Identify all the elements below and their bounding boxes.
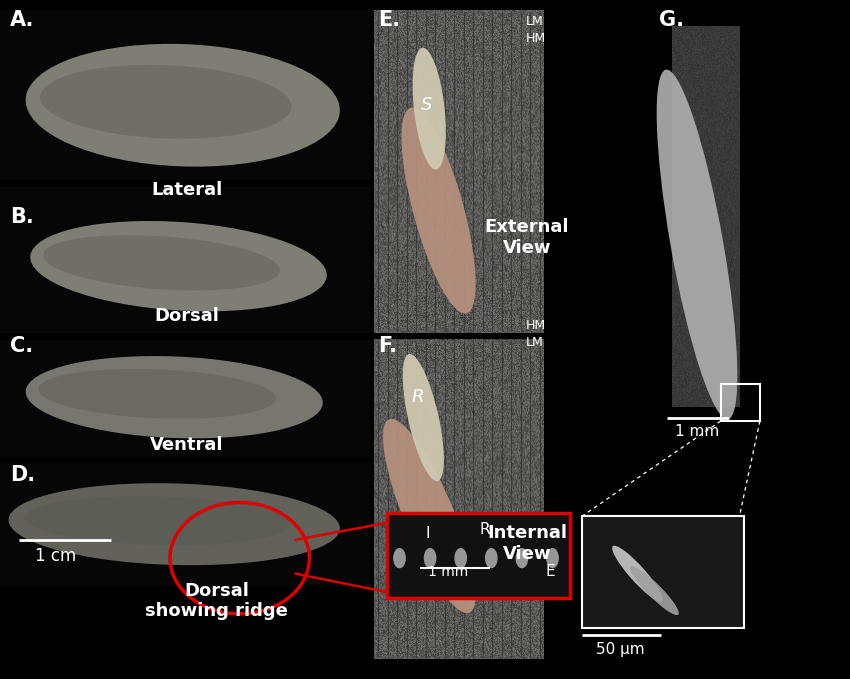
Text: A.: A. (10, 10, 35, 30)
Bar (582, 516, 744, 628)
Ellipse shape (657, 69, 737, 420)
Bar (387, 513, 570, 598)
Text: Ventral: Ventral (150, 436, 224, 454)
Text: B.: B. (10, 207, 34, 227)
Text: HM: HM (525, 319, 546, 333)
Bar (0, 187, 370, 333)
Ellipse shape (40, 65, 292, 139)
Bar (0, 340, 370, 458)
Text: E: E (546, 564, 556, 579)
Text: Internal
View: Internal View (487, 524, 567, 563)
Ellipse shape (383, 419, 475, 613)
Text: Dorsal
showing ridge: Dorsal showing ridge (145, 581, 288, 621)
Text: F.: F. (378, 336, 397, 356)
Ellipse shape (31, 221, 326, 312)
Ellipse shape (484, 548, 498, 568)
Text: 1 mm: 1 mm (428, 565, 468, 579)
Ellipse shape (393, 548, 406, 568)
Text: 1 mm: 1 mm (675, 424, 719, 439)
Ellipse shape (612, 546, 663, 602)
Text: C.: C. (10, 336, 33, 356)
Ellipse shape (26, 356, 323, 439)
Ellipse shape (26, 44, 340, 166)
Text: I: I (425, 526, 430, 540)
Ellipse shape (630, 566, 679, 615)
Text: Dorsal: Dorsal (155, 307, 219, 325)
Bar (0, 10, 370, 180)
Text: R: R (412, 388, 424, 406)
Bar (574, 10, 752, 414)
Text: External
View: External View (484, 218, 570, 257)
Ellipse shape (412, 48, 446, 170)
Ellipse shape (42, 235, 280, 291)
Ellipse shape (38, 369, 276, 419)
Ellipse shape (546, 548, 559, 568)
Ellipse shape (403, 354, 444, 481)
Ellipse shape (423, 548, 437, 568)
Text: LM: LM (525, 335, 543, 349)
Bar (721, 384, 760, 421)
Text: Lateral: Lateral (151, 181, 223, 199)
Text: D.: D. (10, 465, 36, 485)
Bar (374, 10, 544, 333)
Ellipse shape (8, 483, 340, 565)
Bar (0, 462, 370, 587)
Text: R: R (479, 522, 490, 537)
Text: 1 cm: 1 cm (35, 547, 76, 565)
Ellipse shape (401, 107, 476, 314)
Text: 50 μm: 50 μm (596, 642, 645, 657)
Text: S: S (421, 96, 433, 114)
Bar (374, 340, 544, 659)
Text: HM: HM (525, 31, 546, 45)
Text: LM: LM (525, 15, 543, 29)
Ellipse shape (454, 548, 468, 568)
Ellipse shape (515, 548, 528, 568)
Text: G.: G. (659, 10, 683, 30)
Text: E.: E. (378, 10, 400, 30)
Ellipse shape (25, 496, 290, 545)
